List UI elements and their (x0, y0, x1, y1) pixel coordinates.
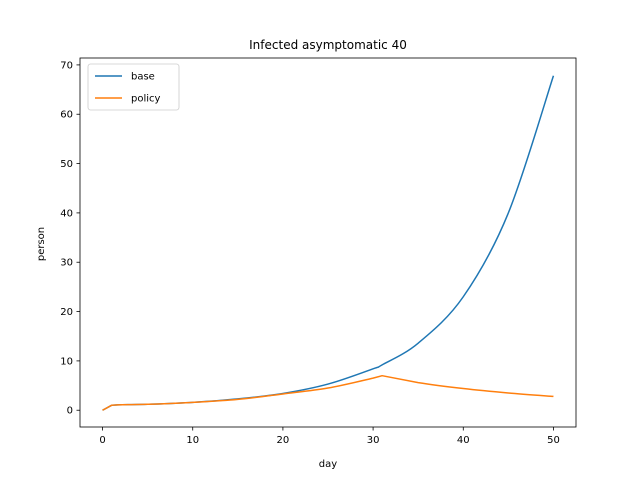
y-tick-label-0: 0 (67, 406, 73, 417)
x-axis-label: day (319, 459, 337, 470)
x-tick-label-50: 50 (547, 435, 560, 446)
x-tick-label-0: 0 (99, 435, 105, 446)
chart-title: Infected asymptomatic 40 (249, 38, 407, 52)
y-tick-label-20: 20 (60, 307, 73, 318)
x-tick-label-30: 30 (367, 435, 380, 446)
y-tick-label-70: 70 (60, 60, 73, 71)
legend-label-base: base (131, 72, 155, 83)
y-axis-label: person (36, 227, 47, 261)
y-tick-label-50: 50 (60, 159, 73, 170)
x-tick-label-40: 40 (457, 435, 470, 446)
legend-label-policy: policy (131, 94, 161, 105)
y-tick-label-10: 10 (60, 356, 73, 367)
series-line-policy (102, 374, 554, 411)
x-tick-label-20: 20 (277, 435, 290, 446)
x-tick-label-10: 10 (186, 435, 199, 446)
plot-area: 0 10 20 30 40 50 0 10 20 30 40 50 60 70 (60, 57, 577, 446)
legend: base policy (87, 63, 180, 111)
y-tick-label-60: 60 (60, 110, 73, 121)
y-tick-label-30: 30 (60, 258, 73, 269)
y-tick-label-40: 40 (60, 208, 73, 219)
plot-frame (79, 57, 577, 428)
